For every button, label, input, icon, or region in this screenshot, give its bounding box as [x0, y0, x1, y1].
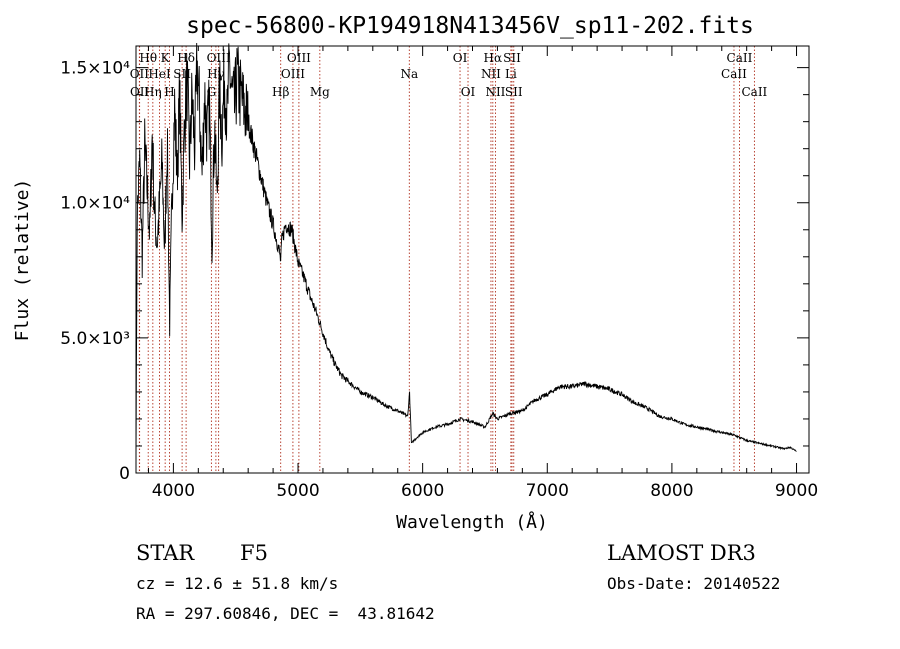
y-tick-label-1: 5.0×10³ — [60, 329, 130, 349]
x-tick-label-4: 8000 — [650, 481, 693, 501]
line-marker-label-10: Hγ — [207, 67, 225, 81]
line-marker-label-22: SII — [503, 51, 521, 65]
y-axis-label: Flux (relative) — [12, 179, 33, 342]
line-marker-label-14: Hβ — [272, 85, 289, 99]
x-axis-ticks: 4000 5000 6000 7000 8000 9000 — [147, 46, 818, 501]
line-marker-label-15: Mg — [310, 85, 330, 99]
y-tick-label-3: 1.5×10⁴ — [60, 59, 130, 79]
object-subclass: F5 — [240, 541, 268, 565]
line-marker-label-19: Hα — [484, 51, 503, 65]
line-marker-label-11: G — [207, 85, 217, 99]
x-tick-label-1: 5000 — [276, 481, 319, 501]
line-marker-label-20: NII — [481, 67, 501, 81]
line-marker-label-24: SII — [505, 85, 523, 99]
spectrum-line — [135, 42, 797, 464]
x-tick-label-5: 9000 — [775, 481, 818, 501]
line-marker-group — [138, 46, 755, 473]
line-marker-label-25: CaII — [727, 51, 753, 65]
line-marker-label-18: OI — [461, 85, 476, 99]
line-marker-label-21: NII — [485, 85, 505, 99]
chart-title: spec-56800-KP194918N413456V_sp11-202.fit… — [186, 13, 754, 39]
obs-date-text: Obs-Date: 20140522 — [607, 574, 780, 593]
line-marker-label-2: OII — [130, 85, 150, 99]
survey-label: LAMOST DR3 — [607, 541, 756, 565]
line-marker-label-9: OIII — [207, 51, 231, 65]
x-tick-label-2: 6000 — [401, 481, 444, 501]
line-marker-label-13: OIII — [281, 67, 305, 81]
line-marker-label-27: CaII — [741, 85, 767, 99]
line-marker-label-23: Li — [505, 67, 517, 81]
y-tick-label-0: 0 — [119, 464, 130, 484]
line-marker-label-8: Hδ — [177, 51, 195, 65]
line-marker-label-17: OI — [453, 51, 468, 65]
coordinates-text: RA = 297.60846, DEC = 43.81642 — [136, 604, 435, 623]
line-marker-label-0: Hθ — [139, 51, 157, 65]
line-marker-label-16: Na — [400, 67, 418, 81]
y-tick-label-2: 1.0×10⁴ — [60, 194, 130, 214]
x-tick-label-3: 7000 — [526, 481, 569, 501]
line-marker-label-5: HeI — [148, 67, 171, 81]
plot-frame — [135, 45, 810, 474]
y-axis-ticks: 0 5.0×10³ 1.0×10⁴ 1.5×10⁴ — [60, 59, 809, 484]
line-marker-label-1: OII — [130, 67, 150, 81]
x-tick-label-0: 4000 — [152, 481, 195, 501]
object-class: STAR — [136, 541, 195, 565]
line-marker-label-3: Hη — [144, 85, 162, 99]
line-marker-label-26: CaII — [721, 67, 747, 81]
line-marker-label-4: K — [161, 51, 171, 65]
redshift-text: cz = 12.6 ± 51.8 km/s — [136, 574, 338, 593]
series-layer — [135, 42, 797, 464]
line-marker-label-12: OIII — [287, 51, 311, 65]
x-axis-label: Wavelength (Å) — [396, 511, 548, 533]
line-marker-label-6: H — [164, 85, 174, 99]
